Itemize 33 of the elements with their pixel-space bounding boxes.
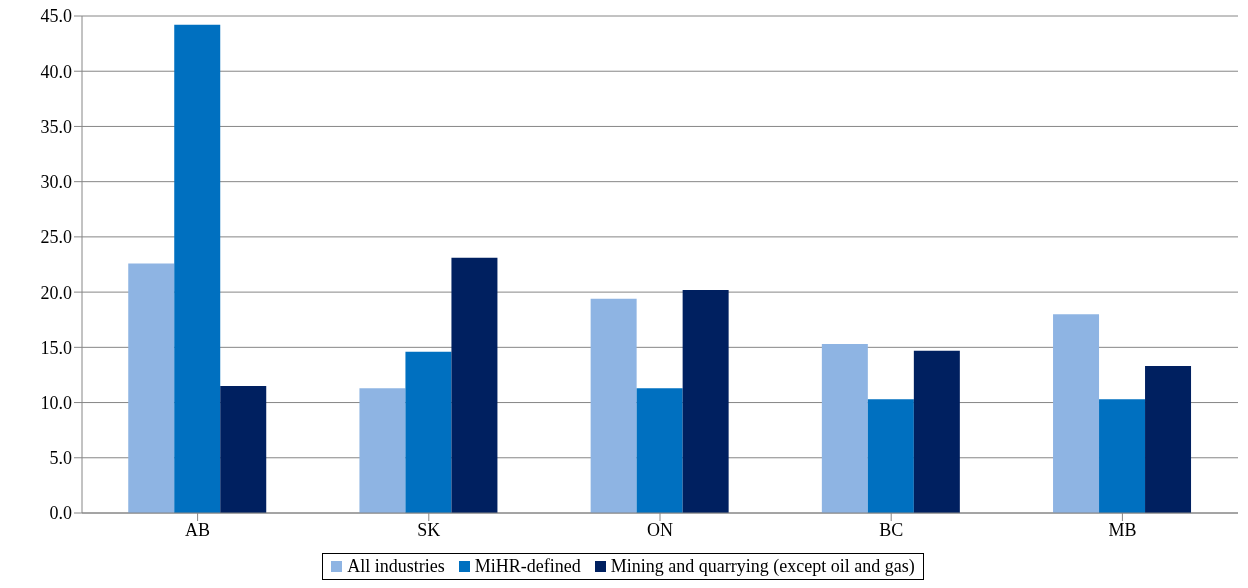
bar	[1145, 366, 1192, 513]
y-tick-label: 0.0	[49, 503, 72, 524]
bar	[636, 388, 683, 513]
y-tick-label: 40.0	[40, 61, 72, 82]
x-tick-label: MB	[1108, 519, 1137, 540]
bar	[128, 263, 175, 513]
y-tick-label: 5.0	[49, 448, 72, 469]
bar	[867, 399, 914, 513]
bar	[821, 344, 868, 513]
bar	[590, 298, 637, 513]
y-tick-label: 20.0	[40, 282, 72, 303]
y-tick-label: 25.0	[40, 227, 72, 248]
x-tick-label: BC	[879, 519, 904, 540]
legend-label: MiHR-defined	[473, 556, 581, 577]
y-tick-label: 35.0	[40, 116, 72, 137]
bar	[1099, 399, 1146, 513]
bar	[913, 350, 960, 513]
y-tick-label: 15.0	[40, 337, 72, 358]
x-tick-label: ON	[647, 519, 673, 540]
x-tick-label: AB	[185, 519, 211, 540]
y-tick-label: 30.0	[40, 172, 72, 193]
y-tick-label: 45.0	[40, 6, 72, 27]
bar	[1053, 314, 1100, 513]
bar	[174, 24, 221, 513]
legend-label: Mining and quarrying (except oil and gas)	[609, 556, 915, 577]
x-tick-label: SK	[417, 519, 441, 540]
y-tick-label: 10.0	[40, 392, 72, 413]
bar	[359, 388, 406, 513]
bar	[220, 385, 267, 513]
bar	[451, 257, 498, 513]
legend-label: All industries	[346, 556, 445, 577]
bar	[682, 289, 729, 513]
bar	[405, 351, 452, 513]
